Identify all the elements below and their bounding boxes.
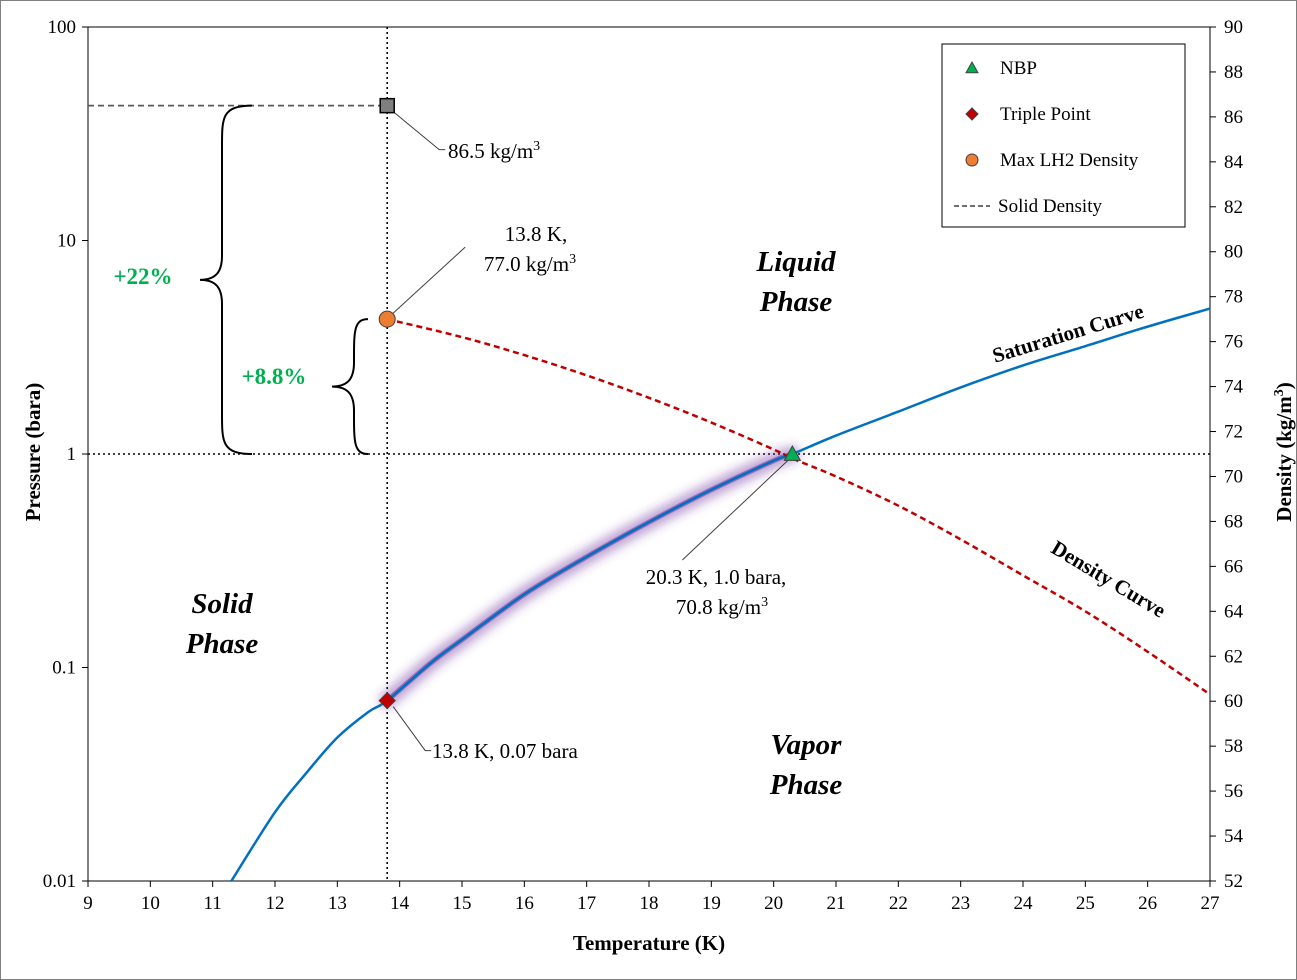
legend-marker — [965, 107, 979, 121]
leader-max-density — [392, 246, 466, 314]
x-tick-label: 14 — [390, 893, 410, 914]
x-tick-label: 20 — [764, 893, 783, 914]
region-solid: Solid Phase — [185, 588, 259, 660]
density-curve — [386, 317, 1211, 696]
marker-max-lh2-density — [378, 310, 396, 328]
reference-lines — [88, 27, 1210, 881]
callout-max-density: 13.8 K, 77.0 kg/m3 — [484, 222, 576, 276]
callout-nbp: 20.3 K, 1.0 bara, 70.8 kg/m3 — [646, 565, 787, 619]
annotations — [199, 104, 789, 752]
markers — [378, 97, 802, 710]
liquid-gain-label: +8.8% — [242, 364, 307, 389]
legend-marker — [965, 153, 979, 167]
callout-solid-density: 86.5 kg/m3 — [448, 139, 540, 163]
x-tick-label: 22 — [889, 893, 908, 914]
region-liquid: Liquid Phase — [756, 246, 836, 318]
marker-solid-density-point — [379, 97, 395, 114]
svg-text:13.8 K,: 13.8 K, — [505, 222, 567, 246]
x-tick-label: 17 — [577, 893, 596, 914]
y2-tick-label: 88 — [1224, 62, 1243, 83]
legend-entry: NBP — [965, 58, 1037, 79]
y-tick-label: 10 — [57, 231, 76, 252]
x-tick-label: 25 — [1076, 893, 1095, 914]
legend-marker — [965, 60, 979, 74]
svg-text:Phase: Phase — [185, 628, 259, 660]
y2-tick-label: 72 — [1224, 422, 1243, 443]
x-tick-label: 10 — [141, 893, 160, 914]
y-tick-label: 0.1 — [52, 658, 76, 679]
legend: NBP Triple Point Max LH2 Density Solid Dens… — [941, 43, 1186, 228]
legend-entry: Solid Density — [954, 196, 1102, 217]
y2-axis-title: Density (kg/m3) — [1272, 382, 1296, 521]
legend-box — [941, 43, 1186, 228]
y2-tick-label: 56 — [1224, 781, 1243, 802]
brace-solid-gain — [199, 104, 253, 455]
y2-tick-label: 80 — [1224, 242, 1243, 263]
svg-text:77.0 kg/m3: 77.0 kg/m3 — [484, 252, 576, 276]
legend-label: Max LH2 Density — [1000, 150, 1139, 171]
y2-tick-label: 66 — [1224, 556, 1243, 577]
y2-tick-label: 54 — [1224, 826, 1244, 847]
y2-tick-label: 68 — [1224, 511, 1243, 532]
x-tick-label: 27 — [1201, 893, 1220, 914]
svg-text:Solid: Solid — [191, 588, 253, 620]
y2-tick-label: 78 — [1224, 287, 1243, 308]
y2-tick-label: 82 — [1224, 197, 1243, 218]
legend-label: Solid Density — [998, 196, 1102, 217]
curves — [88, 104, 1211, 882]
x-tick-label: 24 — [1014, 893, 1034, 914]
svg-text:Phase: Phase — [759, 286, 833, 318]
y2-tick-label: 62 — [1224, 646, 1243, 667]
solid-gain-label: +22% — [113, 264, 172, 289]
x-tick-label: 11 — [204, 893, 222, 914]
x-tick-label: 19 — [702, 893, 721, 914]
x-tick-label: 16 — [515, 893, 534, 914]
y-axis-title: Pressure (bara) — [21, 383, 45, 522]
x-tick-label: 18 — [640, 893, 659, 914]
y2-tick-label: 60 — [1224, 691, 1243, 712]
y2-tick-label: 86 — [1224, 107, 1243, 128]
y-tick-label: 1 — [67, 444, 77, 465]
x-tick-label: 13 — [328, 893, 347, 914]
y2-tick-label: 84 — [1224, 152, 1244, 173]
svg-text:70.8 kg/m3: 70.8 kg/m3 — [676, 595, 768, 619]
leader-nbp — [682, 459, 789, 561]
marker-nbp — [783, 444, 802, 461]
y2-tick-label: 76 — [1224, 332, 1243, 353]
y2-tick-label: 58 — [1224, 736, 1243, 757]
legend-label: NBP — [1000, 58, 1037, 79]
svg-text:Phase: Phase — [769, 769, 843, 801]
y-tick-label: 0.01 — [43, 871, 76, 892]
leader-triple-point — [392, 706, 432, 752]
y2-tick-label: 64 — [1224, 601, 1244, 622]
legend-entry: Triple Point — [965, 104, 1091, 125]
legend-label: Triple Point — [1000, 104, 1091, 125]
legend-entry: Max LH2 Density — [965, 150, 1139, 171]
x-tick-label: 12 — [266, 893, 285, 914]
marker-triple-point — [378, 691, 396, 710]
axes: 9 10 11 12 13 14 15 16 17 18 19 20 21 22 23 24 25 26 27 0.0… — [43, 17, 1244, 914]
x-tick-label: 26 — [1138, 893, 1157, 914]
x-tick-label: 9 — [83, 893, 93, 914]
brace-liquid-gain — [331, 318, 369, 455]
callout-triple-point: 13.8 K, 0.07 bara — [432, 739, 578, 763]
y2-tick-label: 52 — [1224, 871, 1243, 892]
svg-text:Vapor: Vapor — [771, 729, 843, 761]
y2-tick-label: 70 — [1224, 466, 1243, 487]
saturation-curve — [230, 307, 1211, 882]
x-tick-label: 21 — [827, 893, 846, 914]
x-axis-title: Temperature (K) — [573, 931, 725, 955]
y2-tick-label: 90 — [1224, 17, 1243, 38]
y2-tick-label: 74 — [1224, 377, 1244, 398]
x-tick-label: 23 — [951, 893, 970, 914]
y-tick-label: 100 — [48, 17, 77, 38]
svg-text:Liquid: Liquid — [756, 246, 836, 278]
leader-solid-density — [392, 111, 446, 151]
svg-text:20.3 K, 1.0 bara,: 20.3 K, 1.0 bara, — [646, 565, 787, 589]
region-vapor: Vapor Phase — [769, 729, 843, 801]
x-tick-label: 15 — [453, 893, 472, 914]
